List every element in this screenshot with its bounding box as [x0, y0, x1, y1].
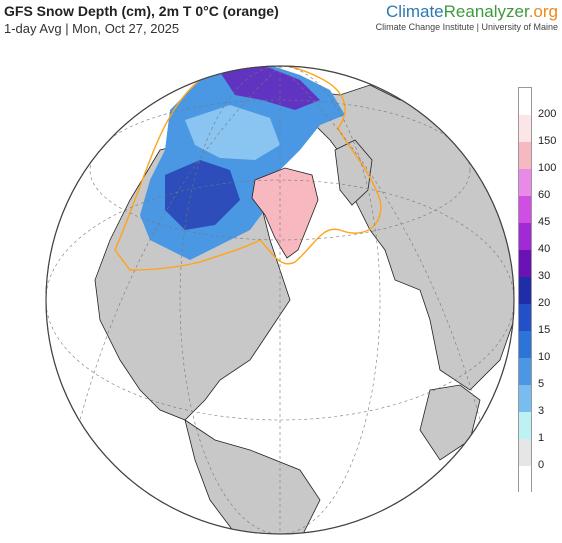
- brand-block: ClimateReanalyzer.org Climate Change Ins…: [376, 2, 558, 32]
- legend-swatch: [519, 196, 531, 224]
- legend-swatch: [519, 115, 531, 143]
- legend-swatch: [519, 223, 531, 251]
- brand-logo-part-reanalyzer: Reanalyzer: [443, 2, 529, 21]
- globe-outline: [45, 65, 515, 535]
- legend-swatch: [519, 439, 531, 467]
- legend-label: 60: [538, 189, 551, 201]
- legend-swatch: [519, 385, 531, 413]
- zero-degree-isotherm: [114, 66, 382, 271]
- legend-label: 150: [538, 135, 557, 147]
- legend-label: 45: [538, 216, 551, 228]
- legend-label: 3: [538, 405, 545, 417]
- brand-logo-part-climate: Climate: [386, 2, 444, 21]
- globe-contents: [46, 66, 514, 534]
- siberia-deep-snow: [220, 66, 320, 110]
- legend-label: 10: [538, 351, 551, 363]
- legend-label: 200: [538, 108, 557, 120]
- canada-snow-deep: [165, 160, 240, 230]
- south-america-land: [184, 419, 321, 534]
- greenland-ice-sheet: [251, 167, 319, 259]
- legend-swatch: [519, 277, 531, 305]
- color-legend: [518, 87, 532, 494]
- legend-swatch: [519, 169, 531, 197]
- brand-logo-part-org: .org: [528, 2, 558, 21]
- legend-swatch: [519, 88, 531, 116]
- legend-label: 20: [538, 297, 551, 309]
- graticule-lines: [46, 66, 514, 534]
- legend-swatch: [519, 466, 531, 494]
- legend-label: 30: [538, 270, 551, 282]
- legend-label: 5: [538, 378, 545, 390]
- legend-swatch: [519, 250, 531, 278]
- legend-label: 40: [538, 243, 551, 255]
- legend-label: 1: [538, 432, 545, 444]
- legend-swatch: [519, 331, 531, 359]
- legend-label: 15: [538, 324, 551, 336]
- arctic-sea-ice-snow: [185, 105, 280, 160]
- legend-swatch: [519, 304, 531, 332]
- legend-swatch: [519, 412, 531, 440]
- brand-tagline: Climate Change Institute | University of…: [375, 22, 558, 32]
- legend-swatch: [519, 358, 531, 386]
- map-title: GFS Snow Depth (cm), 2m T 0°C (orange): [4, 3, 279, 19]
- map-subtitle: 1-day Avg | Mon, Oct 27, 2025: [4, 21, 180, 36]
- legend-label: 0: [538, 459, 545, 471]
- legend-label: 100: [538, 162, 557, 174]
- legend-swatch: [519, 142, 531, 170]
- brand-logo[interactable]: ClimateReanalyzer.org: [376, 2, 558, 22]
